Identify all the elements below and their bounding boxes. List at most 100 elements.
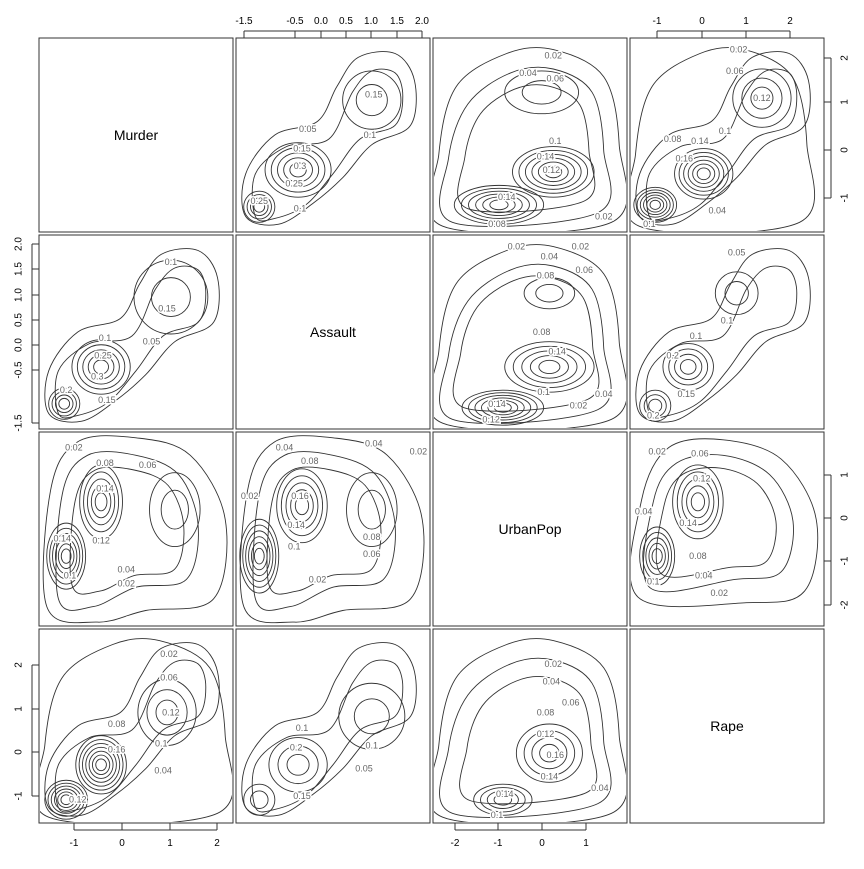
contour-panel-rape-urbanpop: 0.02 0.04 0.06 0.08 0.12 0.16 0.14 0.04 0.14 0.1: [434, 638, 626, 822]
contour-line: [242, 524, 277, 588]
tick-label: 2: [787, 16, 793, 27]
contour-label: 0.12: [543, 165, 561, 175]
contour-line: [482, 196, 516, 214]
contour-label: 0.1: [549, 136, 562, 146]
contour-line: [480, 397, 525, 418]
contour-line: [251, 659, 404, 813]
contour-label: 0.12: [482, 414, 500, 424]
contour-label: 0.2: [666, 350, 679, 360]
contour-label: 0.12: [693, 474, 711, 484]
contour-label: 0.1: [296, 723, 309, 733]
contour-label: 0.1: [294, 204, 307, 214]
contour-label: 0.1: [99, 333, 112, 343]
contour-line: [290, 489, 314, 523]
contour-label: 0.15: [677, 389, 695, 399]
contour-label: 0.3: [294, 161, 307, 171]
contour-line: [69, 466, 185, 595]
contour-label: 0.2: [647, 410, 660, 420]
tick-label: 1: [743, 16, 749, 27]
contour-line: [648, 398, 663, 413]
contour-line: [82, 349, 120, 385]
contour-line: [251, 542, 268, 571]
contour-line: [250, 197, 269, 217]
contour-line: [277, 745, 319, 785]
contour-line: [475, 193, 523, 217]
tick-label: -0.5: [286, 16, 304, 27]
contour-line: [40, 638, 232, 822]
tick-label: -1: [653, 16, 662, 27]
contour-line: [353, 698, 390, 735]
contour-label: 0.04: [543, 676, 561, 686]
contour-label: 0.2: [60, 385, 73, 395]
contour-label: 0.04: [276, 443, 294, 453]
contour-line: [44, 642, 220, 817]
contour-line: [692, 163, 716, 185]
panel-r2-c3: [629, 431, 825, 627]
contour-label: 0.02: [648, 446, 666, 456]
tick-label: 1: [840, 99, 851, 105]
contour-label: 0.02: [410, 446, 428, 456]
panel-r1-c0: [38, 234, 234, 430]
contour-line: [468, 392, 538, 424]
contour-line: [635, 51, 811, 226]
contour-line: [90, 485, 112, 519]
contour-panel-urbanpop-assault: 0.04 0.04 0.02 0.08 0.02 0.16 0.14 0.1 0.08 0.06 0…: [239, 435, 429, 624]
contour-line: [631, 47, 816, 231]
top-axis-col3: -1 0 1 2: [653, 16, 793, 38]
contour-line: [493, 793, 513, 806]
contour-line: [54, 265, 207, 419]
contour-panel-rape-assault: 0.1 0.2 0.1 0.05 0.15: [241, 642, 417, 817]
contour-label: 0.04: [591, 783, 609, 793]
contour-label: 0.16: [676, 153, 694, 163]
panel-r0-c1: [235, 37, 431, 233]
tick-label: -1.5: [235, 16, 253, 27]
panel-r2-c0: [38, 431, 234, 627]
contour-line: [270, 147, 326, 193]
contour-line: [645, 265, 798, 419]
contour-line: [434, 638, 626, 822]
contour-line: [662, 343, 714, 391]
contour-line: [280, 475, 324, 537]
contour-line: [86, 478, 116, 526]
contour-line: [651, 548, 663, 565]
contour-label: 0.2: [290, 742, 303, 752]
contour-label: 0.02: [118, 578, 136, 588]
tick-label: -2: [840, 600, 851, 609]
contour-label: 0.08: [301, 456, 319, 466]
contour-label: 0.06: [160, 673, 178, 683]
contour-line: [732, 68, 792, 128]
tick-label: 0: [699, 16, 705, 27]
contour-label: 0.25: [251, 196, 269, 206]
contour-line: [535, 283, 564, 303]
bottom-axis-col2: -2 -1 0 1: [451, 823, 589, 849]
contour-line: [672, 464, 724, 540]
contour-label: 0.08: [689, 551, 707, 561]
diagonal-label-urbanpop: UrbanPop: [498, 521, 561, 537]
panel-r1-c3: [629, 234, 825, 430]
contour-label: 0.06: [562, 698, 580, 708]
contour-label: 0.02: [595, 211, 613, 221]
bottom-axis-col0: -1 0 1 2: [70, 823, 220, 849]
contour-label: 0.15: [365, 89, 383, 99]
tick-label: 0.5: [14, 313, 25, 327]
contour-label: 0.16: [291, 491, 309, 501]
contour-label: 0.05: [143, 337, 161, 347]
contour-label: 0.14: [537, 151, 555, 161]
contour-line: [251, 68, 404, 222]
contour-label: 0.1: [491, 810, 504, 820]
tick-label: 2: [214, 838, 220, 849]
contour-line: [544, 165, 563, 179]
contour-label: 0.02: [508, 242, 526, 252]
contour-line: [266, 466, 382, 595]
contour-label: 0.04: [118, 565, 136, 575]
contour-line: [87, 354, 115, 380]
contour-line: [277, 152, 320, 188]
contour-line: [538, 359, 561, 375]
contour-label: 0.04: [154, 766, 172, 776]
contour-line: [512, 345, 586, 388]
contour-label: 0.25: [94, 350, 112, 360]
contour-line: [71, 339, 131, 395]
contour-line: [642, 454, 794, 593]
contour-line: [75, 735, 127, 795]
